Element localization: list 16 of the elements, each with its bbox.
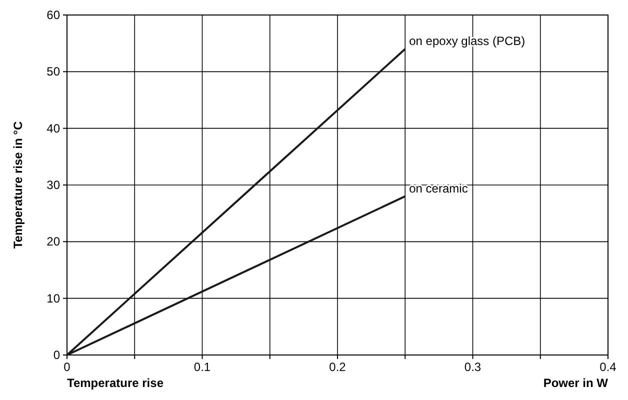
y-tick-label: 60 [46,8,60,22]
y-axis-title: Temperature rise in °C [11,121,25,249]
y-tick-label: 30 [46,178,60,192]
x-tick-label: 0.3 [464,360,482,374]
y-tick-label: 50 [46,64,60,79]
x-tick-label: 0.2 [329,360,346,374]
x-tick-label: 0.1 [194,360,211,374]
x-axis-title: Power in W [543,376,609,390]
y-tick-label: 40 [46,121,60,136]
text: Temperature rise [67,376,164,390]
y-tick-label: 10 [46,291,60,306]
x-tick-label: 0.4 [600,360,617,374]
y-tick-label: 20 [46,234,60,249]
series-label: on ceramic [409,181,468,196]
x-tick-label: 0 [64,360,71,374]
y-tick-label: 0 [53,348,60,362]
